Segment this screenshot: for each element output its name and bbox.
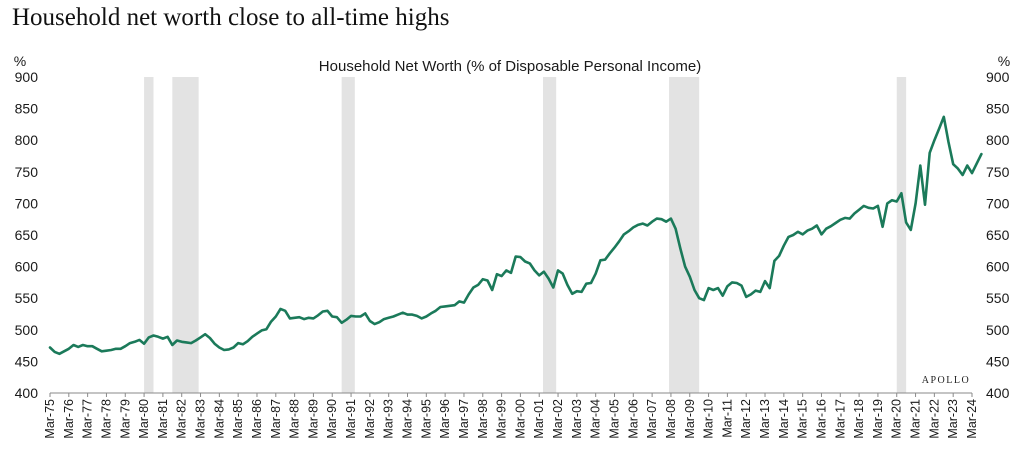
recession-band — [341, 77, 355, 393]
x-tick-label: Mar-18 — [852, 399, 866, 439]
x-tick-label: Mar-02 — [551, 399, 565, 439]
x-tick-label: Mar-22 — [927, 399, 941, 439]
y-axis-right: 400 450 500 550 600 650 700 750 800 850 900 — [986, 69, 1010, 401]
x-tick-label: Mar-76 — [62, 399, 76, 439]
x-tick-label: Mar-97 — [457, 399, 471, 439]
y-tick-label-left: 450 — [15, 353, 39, 369]
y-axis-left: 400 450 500 550 600 650 700 750 800 850 900 — [15, 69, 39, 401]
page-headline: Household net worth close to all-time hi… — [12, 4, 450, 31]
x-tick-label: Mar-88 — [288, 399, 302, 439]
x-tick-label: Mar-04 — [589, 399, 603, 439]
x-tick-label: Mar-14 — [777, 399, 791, 439]
x-tick-label: Mar-89 — [306, 399, 320, 439]
x-tick-label: Mar-11 — [720, 399, 734, 438]
x-tick-label: Mar-96 — [438, 399, 452, 439]
x-tick-label: Mar-21 — [909, 399, 923, 439]
x-tick-label: Mar-03 — [570, 399, 584, 439]
x-tick-label: Mar-13 — [758, 399, 772, 439]
x-tick-label: Mar-99 — [495, 399, 509, 439]
chart-title: Household Net Worth (% of Disposable Per… — [319, 58, 701, 75]
y-tick-label-right: 600 — [986, 259, 1010, 275]
y-tick-label-left: 900 — [15, 69, 39, 85]
x-tick-label: Mar-07 — [645, 399, 659, 439]
x-tick-label: Mar-05 — [607, 399, 621, 439]
x-tick-label: Mar-08 — [664, 399, 678, 439]
x-tick-label: Mar-17 — [833, 399, 847, 439]
y-tick-label-left: 550 — [15, 290, 39, 306]
series-layer — [48, 115, 983, 356]
y-tick-label-right: 750 — [986, 164, 1010, 180]
y-tick-label-right: 800 — [986, 132, 1010, 148]
recession-band — [172, 77, 199, 393]
x-tick-label: Mar-78 — [99, 399, 113, 439]
x-tick-label: Mar-10 — [702, 399, 716, 439]
y-axis-left-unit: % — [14, 53, 26, 69]
x-tick-label: Mar-06 — [626, 399, 640, 439]
y-tick-label-right: 850 — [986, 101, 1010, 117]
y-axis-right-unit: % — [998, 53, 1010, 69]
y-tick-label-left: 750 — [15, 164, 39, 180]
x-tick-label: Mar-87 — [269, 399, 283, 439]
x-tick-label: Mar-85 — [231, 399, 245, 439]
y-tick-label-right: 450 — [986, 353, 1010, 369]
x-tick-label: Mar-20 — [890, 399, 904, 439]
x-tick-label: Mar-86 — [250, 399, 264, 439]
recession-band — [896, 77, 907, 393]
apollo-logo: APOLLO — [922, 375, 970, 386]
recession-band — [144, 77, 154, 393]
y-tick-label-right: 500 — [986, 322, 1010, 338]
x-tick-label: Mar-91 — [344, 399, 358, 439]
y-tick-label-left: 700 — [15, 195, 39, 211]
x-tick-label: Mar-19 — [871, 399, 885, 439]
x-tick-label: Mar-79 — [118, 399, 132, 439]
y-tick-label-right: 550 — [986, 290, 1010, 306]
recession-bands — [144, 77, 907, 393]
x-tick-label: Mar-75 — [43, 399, 57, 439]
x-tick-label: Mar-00 — [513, 399, 527, 439]
y-tick-label-right: 900 — [986, 69, 1010, 85]
x-axis: Mar-75 Mar-76 Mar-77 Mar-78 Mar-79 Mar-80 Mar-… — [43, 393, 979, 439]
x-tick-label: Mar-01 — [532, 399, 546, 439]
recession-band — [669, 77, 700, 393]
x-tick-label: Mar-09 — [683, 399, 697, 439]
x-tick-label: Mar-83 — [194, 399, 208, 439]
y-tick-label-left: 800 — [15, 132, 39, 148]
series-line — [48, 115, 983, 356]
x-tick-label: Mar-15 — [796, 399, 810, 439]
y-tick-label-left: 500 — [15, 322, 39, 338]
x-tick-label: Mar-98 — [476, 399, 490, 439]
x-tick-label: Mar-23 — [946, 399, 960, 439]
x-tick-label: Mar-16 — [814, 399, 828, 439]
y-tick-label-left: 600 — [15, 259, 39, 275]
y-tick-label-left: 650 — [15, 227, 39, 243]
recession-band — [542, 77, 557, 393]
x-tick-label: Mar-80 — [137, 399, 151, 439]
x-tick-label: Mar-94 — [401, 399, 415, 439]
x-tick-label: Mar-84 — [212, 399, 226, 439]
x-tick-label: Mar-90 — [325, 399, 339, 439]
x-tick-label: Mar-93 — [382, 399, 396, 439]
x-tick-label: Mar-12 — [739, 399, 753, 439]
y-tick-label-right: 700 — [986, 195, 1010, 211]
x-tick-label: Mar-81 — [156, 399, 170, 439]
x-tick-label: Mar-95 — [419, 399, 433, 439]
x-tick-label: Mar-77 — [81, 399, 95, 439]
y-tick-label-left: 400 — [15, 385, 39, 401]
x-tick-label: Mar-92 — [363, 399, 377, 439]
y-tick-label-right: 650 — [986, 227, 1010, 243]
x-tick-label: Mar-82 — [175, 399, 189, 439]
y-tick-label-left: 850 — [15, 101, 39, 117]
y-tick-label-right: 400 — [986, 385, 1010, 401]
x-tick-label: Mar-24 — [965, 399, 979, 439]
